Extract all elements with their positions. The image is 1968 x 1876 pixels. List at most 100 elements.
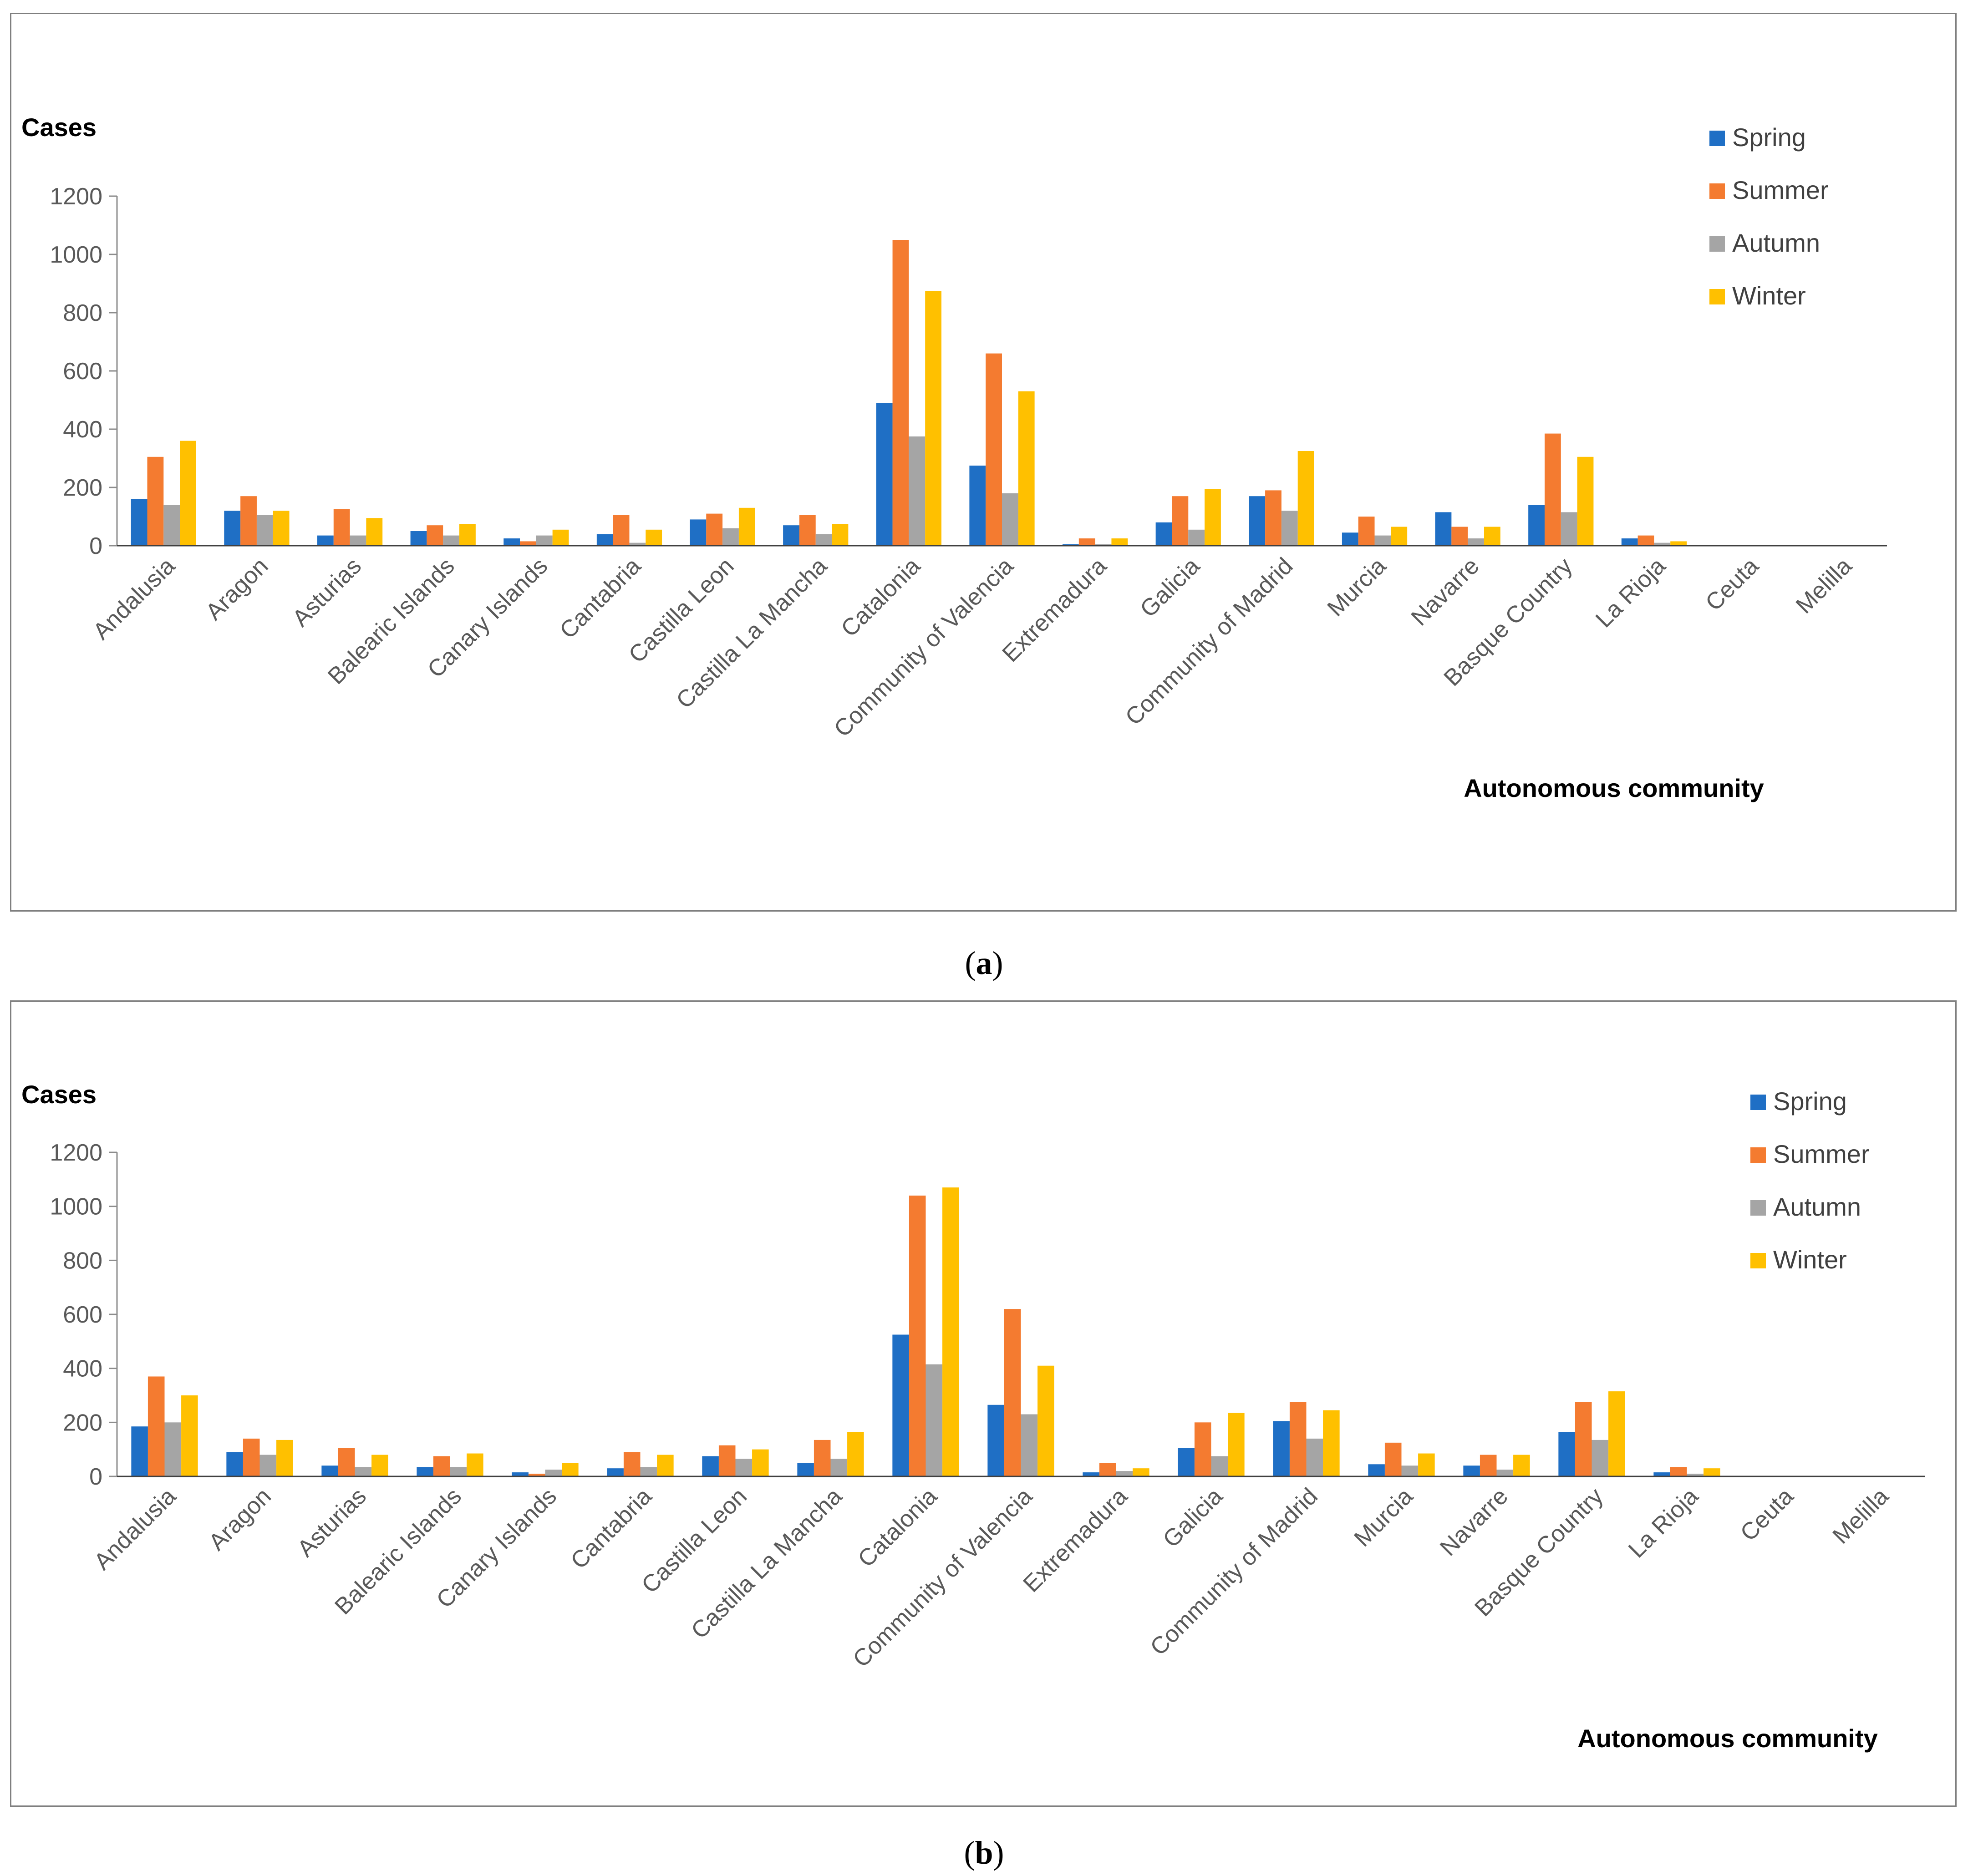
bar-community-of-madrid-winter xyxy=(1297,451,1314,546)
legend-label-spring: Spring xyxy=(1732,123,1806,152)
bar-community-of-valencia-summer xyxy=(1004,1309,1021,1476)
x-tick-label-catalonia: Catalonia xyxy=(836,553,925,642)
chart-panel-b: Cases 0 200 400 600 800 1000 1200 Andalusia Arago… xyxy=(10,1000,1957,1807)
x-tick-label-melilla: Melilla xyxy=(1791,553,1857,619)
x-tick-label-cantabria: Cantabria xyxy=(555,553,646,644)
bar-cantabria-summer xyxy=(613,515,630,546)
bar-basque-country-summer xyxy=(1575,1402,1592,1476)
bar-extremadura-summer xyxy=(1099,1463,1116,1476)
bar-aragon-winter xyxy=(276,1440,293,1476)
x-tick-label-navarre: Navarre xyxy=(1406,553,1485,631)
bar-asturias-winter xyxy=(371,1455,388,1476)
bar-extremadura-autumn xyxy=(1116,1471,1133,1476)
bar-la-rioja-spring xyxy=(1653,1472,1670,1476)
bar-community-of-valencia-spring xyxy=(987,1404,1004,1476)
bar-community-of-valencia-autumn xyxy=(1021,1414,1038,1476)
bar-murcia-spring xyxy=(1368,1464,1385,1476)
bar-navarre-winter xyxy=(1484,527,1500,546)
bar-andalusia-spring xyxy=(131,1426,148,1476)
bar-navarre-winter xyxy=(1513,1455,1530,1476)
bar-canary-islands-spring xyxy=(512,1472,529,1476)
bar-community-of-madrid-autumn xyxy=(1306,1438,1323,1476)
x-tick-label-andalusia: Andalusia xyxy=(89,1483,181,1575)
bar-cantabria-autumn xyxy=(640,1467,657,1476)
bar-castilla-leon-summer xyxy=(706,513,723,546)
bar-murcia-spring xyxy=(1342,532,1358,546)
x-tick-label-cantabria: Cantabria xyxy=(566,1483,657,1574)
bar-galicia-winter xyxy=(1205,489,1221,546)
x-tick-label-community-of-madrid: Community of Madrid xyxy=(1120,553,1298,730)
bar-la-rioja-spring xyxy=(1621,538,1638,546)
bar-la-rioja-autumn xyxy=(1687,1474,1704,1476)
bar-andalusia-winter xyxy=(181,1395,198,1476)
bar-balearic-islands-winter xyxy=(459,524,476,546)
bar-la-rioja-summer xyxy=(1670,1467,1687,1476)
bar-extremadura-autumn xyxy=(1095,544,1112,546)
y-tick-label: 800 xyxy=(63,300,102,326)
legend-swatch-spring xyxy=(1750,1095,1766,1110)
bar-galicia-summer xyxy=(1194,1422,1211,1476)
bar-catalonia-spring xyxy=(876,403,893,546)
bar-navarre-autumn xyxy=(1496,1470,1514,1476)
bar-navarre-spring xyxy=(1435,512,1452,546)
x-tick-label-asturias: Asturias xyxy=(287,553,366,632)
y-tick-label: 0 xyxy=(89,533,102,559)
legend-swatch-summer xyxy=(1750,1147,1766,1163)
bar-castilla-la-mancha-summer xyxy=(799,515,816,546)
bar-canary-islands-summer xyxy=(528,1474,545,1476)
bar-catalonia-autumn xyxy=(909,436,926,546)
bar-murcia-summer xyxy=(1384,1442,1402,1476)
y-tick-label: 800 xyxy=(63,1247,102,1274)
bar-galicia-autumn xyxy=(1188,529,1205,546)
x-tick-label-galicia: Galicia xyxy=(1135,553,1205,622)
bar-canary-islands-autumn xyxy=(545,1470,562,1476)
bar-asturias-spring xyxy=(321,1465,338,1476)
bar-balearic-islands-winter xyxy=(467,1453,483,1476)
bar-castilla-la-mancha-spring xyxy=(797,1463,814,1476)
bar-community-of-madrid-summer xyxy=(1265,490,1281,546)
bar-galicia-autumn xyxy=(1211,1456,1228,1476)
bar-murcia-autumn xyxy=(1374,535,1391,546)
bar-asturias-summer xyxy=(338,1448,355,1476)
bar-catalonia-spring xyxy=(892,1334,909,1476)
bar-navarre-autumn xyxy=(1468,538,1484,546)
bar-catalonia-winter xyxy=(942,1187,959,1476)
y-axis-title: Cases xyxy=(21,1080,97,1109)
bar-castilla-la-mancha-summer xyxy=(814,1440,831,1476)
x-axis-title: Autonomous community xyxy=(1577,1724,1878,1753)
bar-extremadura-summer xyxy=(1078,538,1095,546)
bar-navarre-spring xyxy=(1463,1465,1480,1476)
bar-balearic-islands-autumn xyxy=(450,1467,467,1476)
bar-galicia-winter xyxy=(1228,1413,1245,1476)
bar-aragon-spring xyxy=(226,1452,243,1476)
x-tick-label-navarre: Navarre xyxy=(1435,1483,1513,1561)
y-tick-label: 1000 xyxy=(50,242,102,268)
bar-community-of-valencia-autumn xyxy=(1002,493,1018,546)
legend-swatch-summer xyxy=(1709,183,1725,199)
y-tick-label: 200 xyxy=(63,1410,102,1436)
bar-community-of-madrid-winter xyxy=(1323,1410,1340,1476)
y-axis-title: Cases xyxy=(21,113,97,142)
bar-la-rioja-winter xyxy=(1704,1468,1720,1476)
bar-aragon-spring xyxy=(224,511,241,546)
bar-basque-country-autumn xyxy=(1561,512,1577,546)
bar-aragon-autumn xyxy=(256,515,273,546)
bar-balearic-islands-summer xyxy=(433,1456,450,1476)
bar-castilla-la-mancha-spring xyxy=(783,525,799,546)
bar-basque-country-spring xyxy=(1558,1432,1575,1476)
bar-community-of-madrid-summer xyxy=(1289,1402,1307,1476)
bar-extremadura-spring xyxy=(1083,1472,1099,1476)
legend-label-summer: Summer xyxy=(1732,176,1829,204)
x-tick-label-community-of-valencia: Community of Valencia xyxy=(848,1483,1037,1672)
bar-andalusia-spring xyxy=(131,499,147,546)
caption-a: (a) xyxy=(965,945,1003,981)
x-tick-label-castilla-la-mancha: Castilla La Mancha xyxy=(671,553,833,714)
bar-extremadura-winter xyxy=(1133,1468,1149,1476)
bar-catalonia-winter xyxy=(925,291,941,546)
x-tick-label-melilla: Melilla xyxy=(1828,1483,1894,1549)
bar-asturias-autumn xyxy=(350,535,366,546)
x-tick-label-aragon: Aragon xyxy=(201,553,274,625)
y-tick-label: 600 xyxy=(63,1302,102,1328)
bar-aragon-summer xyxy=(243,1438,260,1476)
bar-cantabria-winter xyxy=(657,1455,674,1476)
